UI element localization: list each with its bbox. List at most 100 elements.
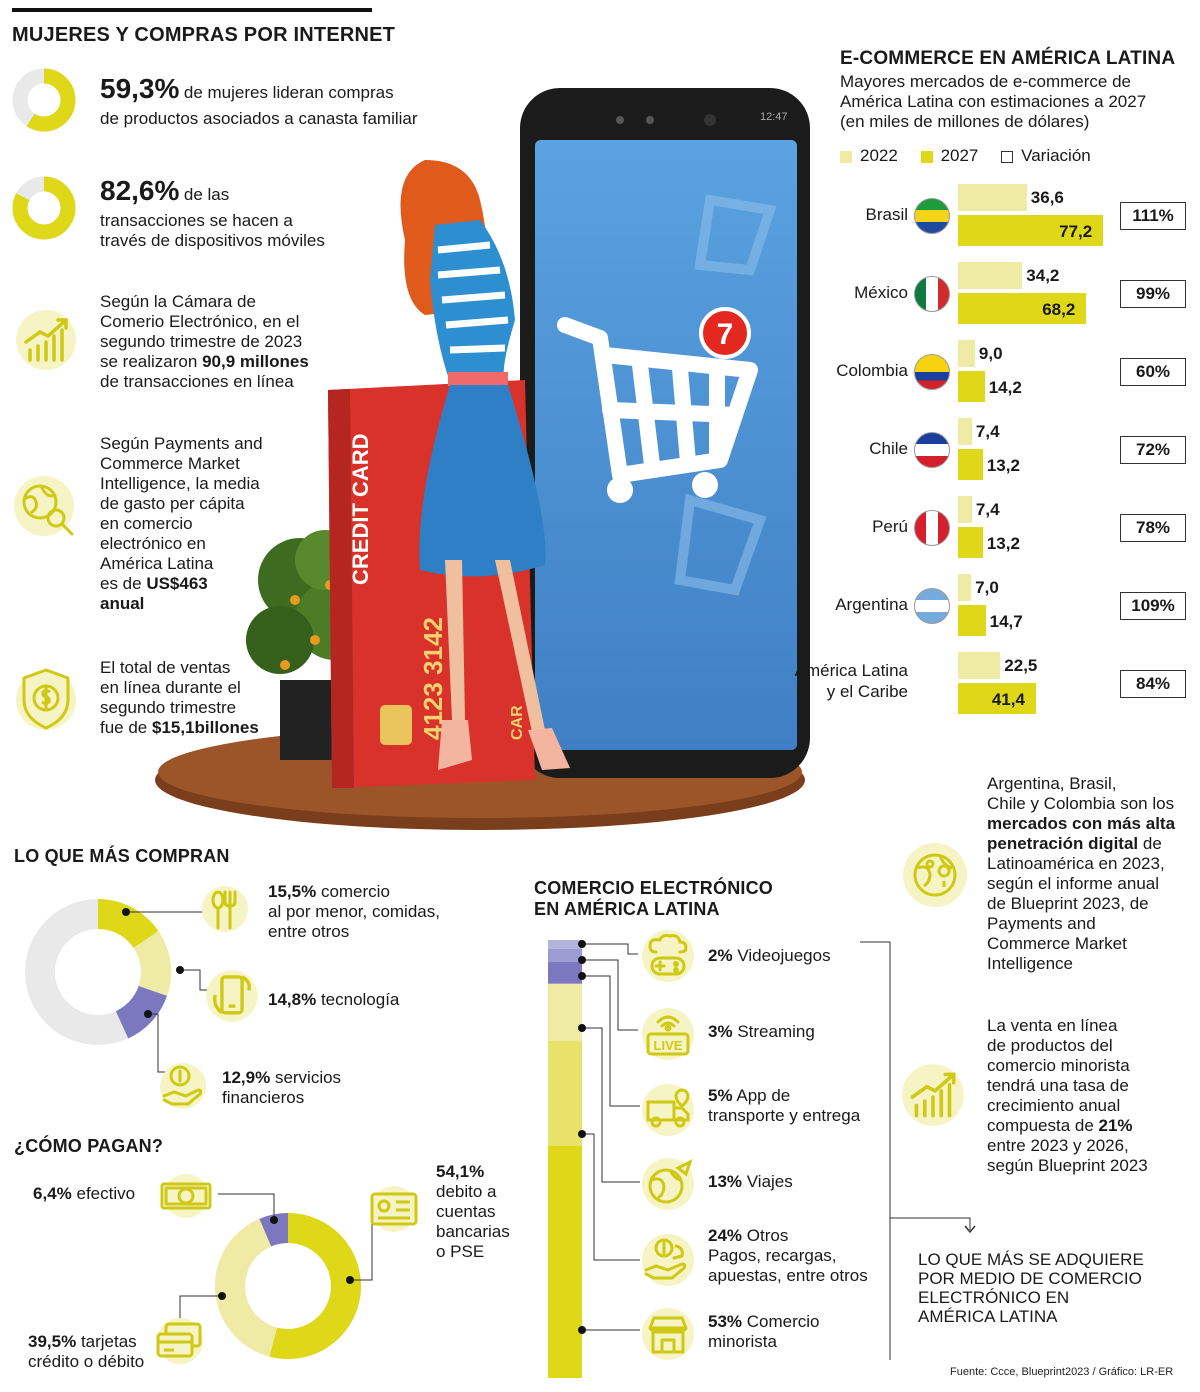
bar-2022-7	[958, 652, 1001, 679]
fact-2-l7: América Latina	[100, 554, 214, 573]
compran-slice-1	[97, 899, 159, 949]
comercio-label-5: 24% Otros Pagos, recargas, apuestas, ent…	[708, 1226, 868, 1286]
fact-2-l8a: es de	[100, 574, 147, 593]
country-label-4: Chile	[869, 439, 908, 458]
note-1-l2: Chile y Colombia son los	[987, 794, 1175, 813]
note-1-l4: de	[1138, 834, 1162, 853]
comercio-6-l2: minorista	[708, 1332, 777, 1351]
live-streaming-icon: LIVE	[642, 1008, 694, 1060]
compran-donut	[25, 899, 171, 1045]
fact-2-l9: anual	[100, 594, 145, 613]
globe-search-icon	[14, 476, 74, 536]
comercio-3-l1: App de	[736, 1086, 791, 1105]
compran-slice-3: 12,9% servicios financieros	[222, 1068, 341, 1108]
phone-time: 12:47	[760, 111, 788, 123]
page-title: MUJERES Y COMPRAS POR INTERNET	[12, 24, 396, 46]
comercio-label-2: 3% Streaming	[708, 1022, 815, 1042]
value-2022-4: 7,4	[975, 422, 1000, 441]
legend-2027: 2027	[940, 146, 979, 165]
pagan-2-l1: tarjetas	[80, 1332, 137, 1351]
compran-leaders	[122, 908, 210, 1073]
compran-3-pct: 12,9%	[222, 1068, 271, 1087]
note-2: La venta en línea de productos del comer…	[987, 1016, 1148, 1176]
source-note: Fuente: Ccce, Blueprint2023 / Gráfico: L…	[950, 1366, 1174, 1378]
country-label-6: Argentina	[835, 595, 908, 614]
flag-icon-2	[914, 276, 950, 312]
bank-card-icon	[370, 1186, 418, 1232]
fact-1-l4b: 90,9 millones	[202, 352, 309, 371]
flag-icon-6	[914, 588, 950, 624]
compran-1-l1: comercio	[320, 882, 390, 901]
comercio-title: COMERCIO ELECTRÓNICO EN AMÉRICA LATINA	[534, 878, 773, 920]
compran-1-l3: entre otros	[268, 922, 350, 941]
fact-3-l4a: fue de	[100, 718, 152, 737]
ecommerce-subtitle: Mayores mercados de e-commerce de Améric…	[840, 72, 1146, 132]
fact-2: Según Payments and Commerce Market Intel…	[100, 434, 263, 614]
cart-icon	[557, 317, 758, 483]
variation-box-3: 60%	[1120, 358, 1186, 386]
legend-2022: 2022	[860, 146, 898, 165]
value-2027-5: 13,2	[986, 534, 1020, 553]
compran-2-l1: tecnología	[320, 990, 400, 1009]
bar-2027-5	[958, 527, 983, 558]
stat-1-pct: 59,3%	[100, 73, 180, 104]
comercio-6-l1: Comercio	[746, 1312, 820, 1331]
bar-2022-4	[958, 418, 972, 445]
variation-box-7: 84%	[1120, 670, 1186, 698]
value-2022-7: 22,5	[1004, 656, 1038, 675]
store-icon	[642, 1308, 694, 1360]
value-2027-3: 14,2	[988, 378, 1022, 397]
variation-box-2: 99%	[1120, 280, 1186, 308]
pagan-title: ¿CÓMO PAGAN?	[14, 1136, 164, 1156]
svg-text:4123 3142: 4123 3142	[418, 617, 448, 740]
country-label-2: México	[854, 283, 908, 302]
comercio-label-3: 5% App de transporte y entrega	[708, 1086, 860, 1126]
money-hand-icon	[160, 1063, 206, 1109]
pagan-2-l2: crédito o débito	[28, 1352, 145, 1371]
note-2-l5: crecimiento anual	[987, 1096, 1121, 1115]
pagan-slice-tarjetas: 39,5% tarjetas crédito o débito	[28, 1332, 144, 1372]
note-1-l9: Commerce Market	[987, 934, 1127, 953]
pagan-1-l2: cuentas	[436, 1202, 496, 1221]
note-1-l1: Argentina, Brasil,	[987, 774, 1117, 793]
svg-text:CREDIT CARD: CREDIT CARD	[348, 433, 373, 585]
cash-icon	[160, 1174, 212, 1218]
ecommerce-legend: 2022 2027 Variación	[840, 146, 1091, 166]
ecommerce-subtitle-1: Mayores mercados de e-commerce de	[840, 72, 1132, 91]
stat-2-text: de las	[183, 185, 230, 204]
fact-1-l4a: se realizaron	[100, 352, 203, 371]
value-2027-2: 68,2	[1042, 300, 1076, 319]
note-2-l3: comercio minorista	[987, 1056, 1130, 1075]
value-2027-4: 13,2	[986, 456, 1020, 475]
pagan-1-l3: bancarias	[436, 1222, 510, 1241]
flag-icon-1	[914, 198, 950, 234]
compran-slice-3	[115, 985, 167, 1039]
fork-spoon-icon	[202, 886, 248, 932]
fact-2-l2: Commerce Market	[100, 454, 240, 473]
globe-network-icon	[903, 843, 967, 907]
comercio-3-l2: transporte y entrega	[708, 1106, 861, 1125]
bar-2027-6	[958, 605, 986, 636]
bar-2027-4	[958, 449, 983, 480]
value-2022-2: 34,2	[1026, 266, 1060, 285]
comercio-segment-2	[548, 948, 582, 962]
stat-2-pct: 82,6%	[100, 175, 180, 206]
delivery-truck-icon	[642, 1084, 694, 1136]
stat-2-text2: transacciones se hacen a	[100, 211, 293, 230]
cart-badge: 7	[717, 318, 734, 351]
value-2027-1: 77,2	[1059, 222, 1093, 241]
phone-tech-icon	[206, 970, 258, 1022]
flag-icon-4	[914, 432, 950, 468]
variation-box-6: 109%	[1120, 592, 1186, 620]
gamepad-icon	[642, 930, 694, 982]
fact-1-l3: segundo trimestre de 2023	[100, 332, 303, 351]
comercio-2-pct: 3%	[708, 1022, 733, 1041]
pagan-slice-2	[215, 1218, 278, 1357]
note-2-l8: según Blueprint 2023	[987, 1156, 1148, 1175]
comercio-segment-3	[548, 961, 582, 984]
compran-1-pct: 15,5%	[268, 882, 317, 901]
bar-2022-3	[958, 340, 975, 367]
comercio-footer-2: POR MEDIO DE COMERCIO	[918, 1269, 1142, 1288]
comercio-label-1: 2% Videojuegos	[708, 946, 831, 966]
fact-1-l1: Según la Cámara de	[100, 292, 256, 311]
